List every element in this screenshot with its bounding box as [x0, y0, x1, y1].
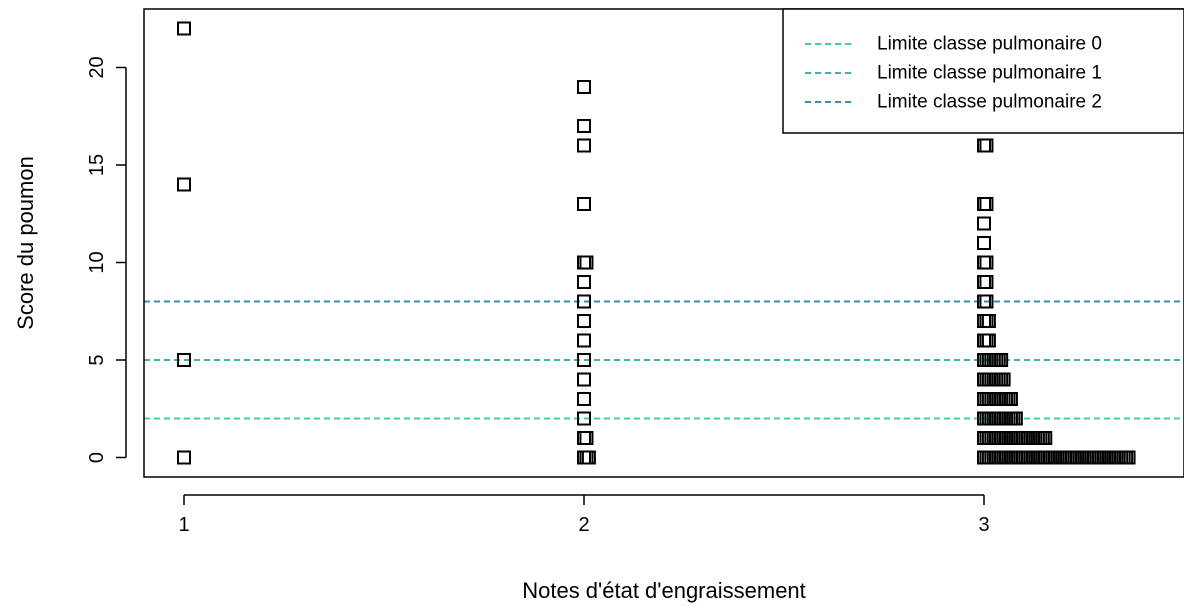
data-point: [577, 80, 591, 94]
point-group-16: [577, 138, 591, 153]
data-point: [577, 353, 591, 367]
point-group-5: [577, 431, 594, 445]
data-point: [977, 216, 991, 231]
legend-label: Limite classe pulmonaire 1: [877, 63, 1102, 84]
point-group-8: [577, 372, 591, 387]
data-point: [177, 21, 191, 36]
data-point: [996, 372, 1011, 387]
point-group-13: [577, 275, 591, 289]
x-axis-title: Notes d'état d'engraissement: [522, 578, 806, 603]
point-group-2: [177, 177, 191, 192]
legend-box: [782, 8, 1184, 134]
point-group-3: [177, 21, 191, 36]
y-axis: 0 5 10 15 20: [86, 56, 127, 463]
data-point: [577, 411, 591, 426]
point-group-9: [577, 353, 591, 367]
y-axis-title: Score du poumon: [13, 156, 38, 330]
point-group-29: [977, 255, 994, 270]
data-point: [1038, 431, 1053, 445]
data-point: [177, 177, 191, 192]
data-point: [994, 353, 1009, 367]
data-point: [979, 197, 994, 211]
data-point: [579, 431, 594, 445]
legend-label: Limite classe pulmonaire 0: [877, 34, 1102, 55]
y-tick-label: 5: [86, 354, 108, 365]
data-point: [577, 392, 591, 406]
point-group-6: [577, 411, 591, 426]
point-group-28: [977, 275, 994, 289]
data-point: [177, 450, 191, 465]
point-group-1: [177, 353, 191, 367]
point-group-27: [977, 294, 994, 309]
point-group-17: [577, 119, 591, 133]
legend-item-0: Limite classe pulmonaire 0: [805, 34, 1102, 55]
point-group-22: [977, 392, 1018, 406]
point-group-33: [977, 138, 994, 153]
legend: Limite classe pulmonaire 0 Limite classe …: [782, 8, 1184, 134]
point-group-12: [577, 294, 591, 309]
legend-item-1: Limite classe pulmonaire 1: [805, 63, 1102, 84]
y-tick-label: 15: [86, 154, 108, 176]
legend-label: Limite classe pulmonaire 2: [877, 92, 1102, 113]
data-point: [979, 255, 994, 270]
point-group-7: [577, 392, 591, 406]
data-point: [579, 255, 594, 270]
point-group-4: [577, 450, 596, 465]
x-axis: 1 2 3: [178, 494, 990, 536]
point-group-25: [977, 333, 996, 348]
data-point: [577, 119, 591, 133]
data-point: [1003, 392, 1018, 406]
point-group-32: [977, 197, 994, 211]
point-group-14: [577, 255, 594, 270]
data-point: [981, 314, 996, 328]
data-point: [979, 275, 994, 289]
data-point: [577, 138, 591, 153]
point-group-10: [577, 333, 591, 348]
data-point: [577, 294, 591, 309]
point-group-0: [177, 450, 191, 465]
y-tick-label: 10: [86, 251, 108, 273]
x-tick-label: 2: [578, 514, 589, 536]
point-group-20: [977, 431, 1053, 445]
data-point: [177, 353, 191, 367]
point-group-30: [977, 236, 991, 250]
data-point: [977, 236, 991, 250]
point-group-26: [977, 314, 996, 328]
data-point: [1121, 450, 1136, 465]
point-group-11: [577, 314, 591, 328]
legend-item-2: Limite classe pulmonaire 2: [805, 92, 1102, 113]
point-group-18: [577, 80, 591, 94]
point-group-31: [977, 216, 991, 231]
point-group-21: [977, 411, 1023, 426]
data-point: [1008, 411, 1023, 426]
reference-lines: [144, 300, 1184, 420]
point-group-15: [577, 197, 591, 211]
data-points: [177, 21, 1136, 465]
data-point: [577, 333, 591, 348]
data-point: [581, 450, 596, 465]
data-point: [979, 294, 994, 309]
point-group-19: [977, 450, 1136, 465]
data-point: [981, 333, 996, 348]
data-point: [577, 275, 591, 289]
y-tick-label: 0: [86, 452, 108, 463]
point-group-24: [977, 353, 1009, 367]
data-point: [577, 314, 591, 328]
point-group-23: [977, 372, 1011, 387]
x-tick-label: 3: [978, 514, 989, 536]
x-tick-label: 1: [178, 514, 189, 536]
y-tick-label: 20: [86, 56, 108, 78]
data-point: [577, 372, 591, 387]
data-point: [577, 197, 591, 211]
plot-frame: [143, 8, 1184, 478]
data-point: [979, 138, 994, 153]
